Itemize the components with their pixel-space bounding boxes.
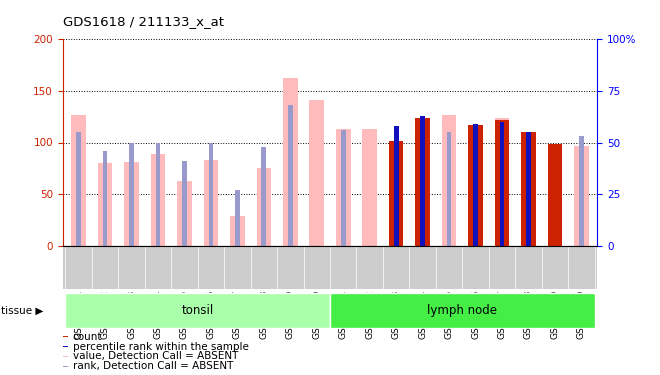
Bar [235, 190, 240, 246]
Bar [469, 125, 483, 246]
Bar [442, 115, 456, 246]
Bar [257, 168, 271, 246]
Bar [283, 78, 298, 246]
Bar [579, 136, 584, 246]
Bar [261, 147, 266, 246]
Bar [447, 132, 451, 246]
Bar [389, 141, 403, 246]
Bar [500, 122, 504, 246]
Bar [63, 356, 69, 357]
Bar [230, 216, 245, 246]
Bar [548, 144, 562, 246]
Text: rank, Detection Call = ABSENT: rank, Detection Call = ABSENT [73, 362, 233, 371]
Bar [415, 118, 430, 246]
Bar [71, 115, 86, 246]
Bar [63, 346, 69, 347]
Bar [473, 124, 478, 246]
Bar [177, 181, 191, 246]
Text: GDS1618 / 211133_x_at: GDS1618 / 211133_x_at [63, 15, 224, 28]
Bar [394, 126, 399, 246]
Bar [288, 105, 292, 246]
Bar [330, 292, 595, 328]
Bar [63, 336, 69, 337]
Bar [76, 132, 81, 246]
Bar [469, 125, 483, 246]
Text: count: count [73, 332, 102, 342]
Bar [574, 146, 589, 246]
Bar [204, 160, 218, 246]
Bar [310, 100, 324, 246]
Bar [336, 129, 350, 246]
Bar [156, 142, 160, 246]
Bar [103, 151, 108, 246]
Text: tonsil: tonsil [182, 304, 214, 317]
Bar [129, 142, 134, 246]
Bar [150, 154, 165, 246]
Text: value, Detection Call = ABSENT: value, Detection Call = ABSENT [73, 351, 238, 361]
Text: percentile rank within the sample: percentile rank within the sample [73, 342, 249, 352]
Bar [98, 163, 112, 246]
Bar [182, 161, 187, 246]
Bar [495, 120, 510, 246]
Bar [124, 162, 139, 246]
Bar [420, 116, 425, 246]
Bar [495, 118, 510, 246]
Bar [362, 129, 377, 246]
Bar [341, 130, 346, 246]
Bar [415, 118, 430, 246]
Bar [521, 132, 536, 246]
Bar [526, 132, 531, 246]
Bar [65, 292, 330, 328]
Text: lymph node: lymph node [427, 304, 498, 317]
Bar [209, 142, 213, 246]
Bar [63, 366, 69, 367]
Text: tissue ▶: tissue ▶ [1, 305, 43, 315]
